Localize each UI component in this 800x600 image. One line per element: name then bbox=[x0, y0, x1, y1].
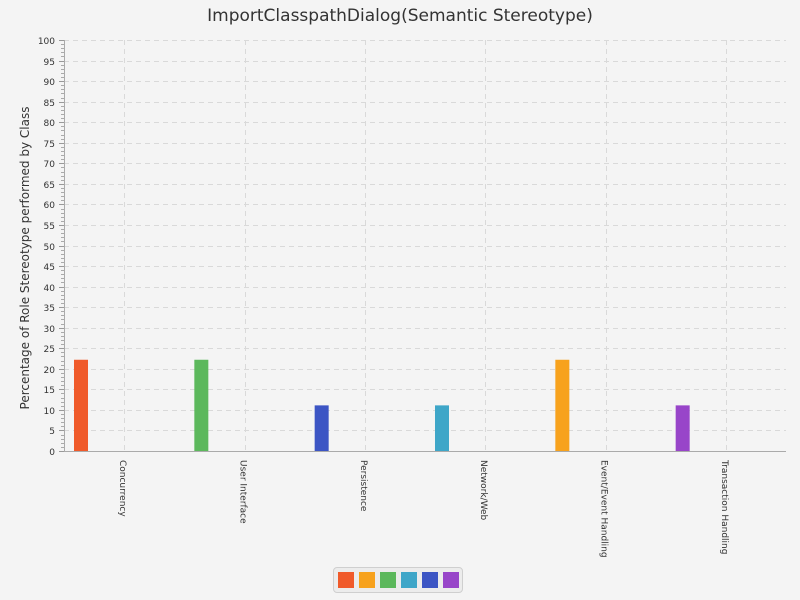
bars bbox=[74, 359, 690, 451]
y-tick-label: 40 bbox=[44, 284, 56, 294]
legend bbox=[333, 567, 463, 593]
grid-lines bbox=[64, 40, 786, 451]
bar bbox=[194, 359, 209, 451]
y-tick-label: 75 bbox=[44, 140, 55, 150]
y-tick-label: 70 bbox=[44, 160, 56, 170]
y-tick-label: 35 bbox=[44, 304, 55, 314]
y-tick-label: 30 bbox=[44, 325, 56, 335]
y-tick-label: 85 bbox=[44, 99, 55, 109]
x-tick-label: Concurrency bbox=[117, 460, 127, 517]
bar bbox=[435, 405, 449, 451]
y-tick-label: 80 bbox=[44, 119, 56, 129]
legend-swatch bbox=[358, 572, 375, 588]
axes bbox=[59, 40, 786, 452]
y-tick-labels: 0 5 10 15 20 25 30 35 40 45 50 55 60 65 70 75 80 85 90 95 10… bbox=[38, 37, 55, 458]
y-tick-label: 65 bbox=[44, 181, 55, 191]
legend-swatch bbox=[337, 572, 354, 588]
y-tick-label: 15 bbox=[44, 386, 55, 396]
bar bbox=[74, 359, 88, 451]
x-tick-label: Network/Web bbox=[478, 460, 488, 521]
y-tick-label: 20 bbox=[44, 366, 56, 376]
chart-title: ImportClasspathDialog(Semantic Stereotyp… bbox=[207, 6, 593, 26]
legend-swatch bbox=[442, 572, 459, 588]
y-tick-label: 60 bbox=[44, 201, 56, 211]
bar bbox=[675, 405, 690, 451]
x-tick-label: Transaction Handling bbox=[719, 459, 729, 554]
x-tick-label: Persistence bbox=[358, 460, 368, 512]
x-tick-label: Event/Event Handling bbox=[599, 460, 609, 558]
y-tick-label: 100 bbox=[38, 37, 55, 47]
y-tick-label: 95 bbox=[44, 58, 55, 68]
legend-swatch bbox=[421, 572, 438, 588]
x-tick-label: User Interface bbox=[238, 460, 248, 524]
y-tick-label: 5 bbox=[49, 427, 55, 437]
y-tick-label: 10 bbox=[44, 407, 56, 417]
y-tick-label: 45 bbox=[44, 263, 55, 273]
bar bbox=[555, 359, 570, 451]
legend-swatch bbox=[400, 572, 417, 588]
y-tick-label: 50 bbox=[44, 243, 56, 253]
y-tick-label: 90 bbox=[44, 78, 56, 88]
bar bbox=[314, 405, 329, 451]
y-tick-label: 55 bbox=[44, 222, 55, 232]
x-tick-labels: Concurrency User Interface Persistence Netw… bbox=[117, 459, 729, 558]
y-tick-label: 25 bbox=[44, 345, 55, 355]
y-tick-label: 0 bbox=[49, 448, 55, 458]
legend-swatch bbox=[379, 572, 396, 588]
